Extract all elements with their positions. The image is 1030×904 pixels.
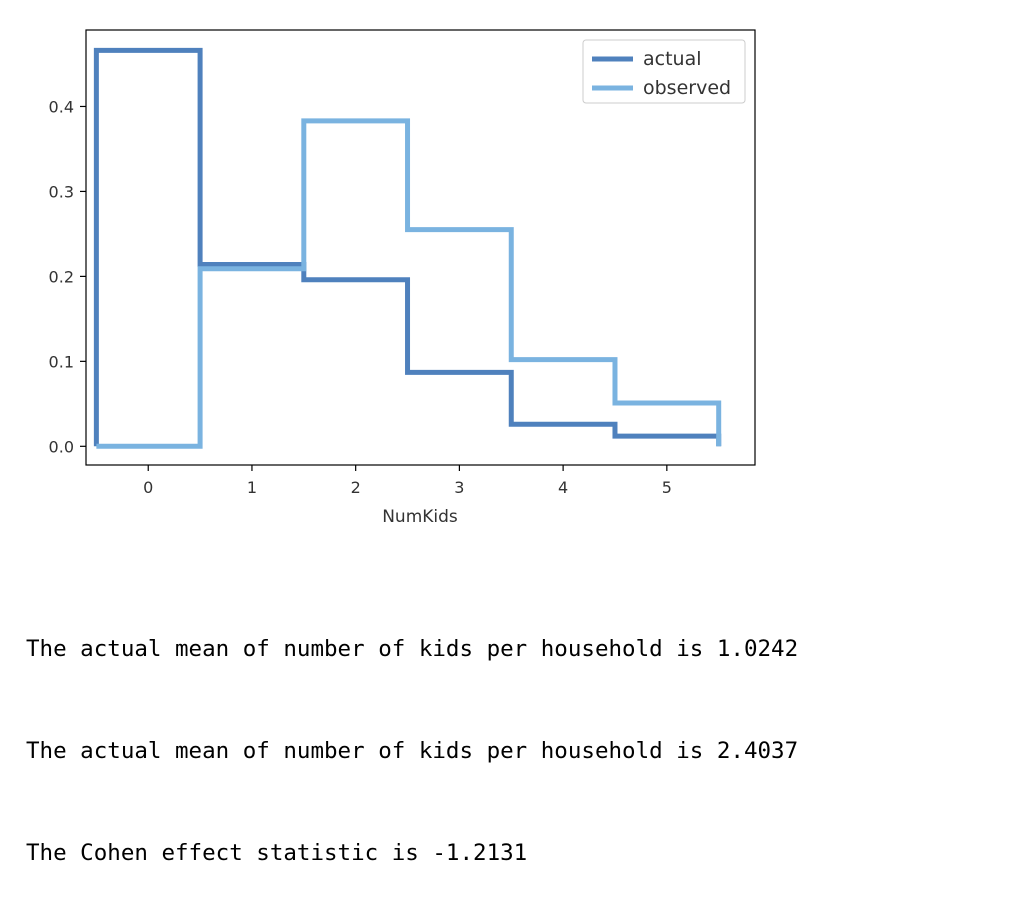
step-histogram-chart: 0 1 2 3 4 5 0.0 0.1 0.2 0.3 0.4 NumKids actual obs… [49,29,756,527]
x-axis: 0 1 2 3 4 5 [143,465,672,497]
y-tick-label: 0.1 [49,352,74,371]
legend: actual observed [582,39,746,104]
x-tick-label: 2 [351,478,361,497]
y-axis: 0.0 0.1 0.2 0.3 0.4 [49,97,86,456]
series-actual-line [93,47,722,447]
legend-label-actual: actual [643,48,702,70]
plot-frame [85,29,756,466]
x-tick-label: 3 [454,478,464,497]
x-tick-label: 1 [247,478,257,497]
x-tick-label: 0 [143,478,153,497]
output-line-observed-mean: The actual mean of number of kids per ho… [26,738,799,764]
output-line-actual-mean: The actual mean of number of kids per ho… [26,636,799,662]
x-axis-label: NumKids [382,507,458,527]
y-tick-label: 0.0 [49,437,74,456]
y-tick-label: 0.3 [49,182,74,201]
y-tick-label: 0.4 [49,97,74,116]
y-tick-label: 0.2 [49,267,74,286]
output-line-cohen-effect: The Cohen effect statistic is -1.2131 [26,840,528,866]
legend-label-observed: observed [643,77,731,99]
plot-lines [93,47,722,449]
console-output: The actual mean of number of kids per ho… [26,564,798,904]
series-observed-line [96,118,722,449]
x-tick-label: 5 [662,478,672,497]
x-tick-label: 4 [558,478,568,497]
